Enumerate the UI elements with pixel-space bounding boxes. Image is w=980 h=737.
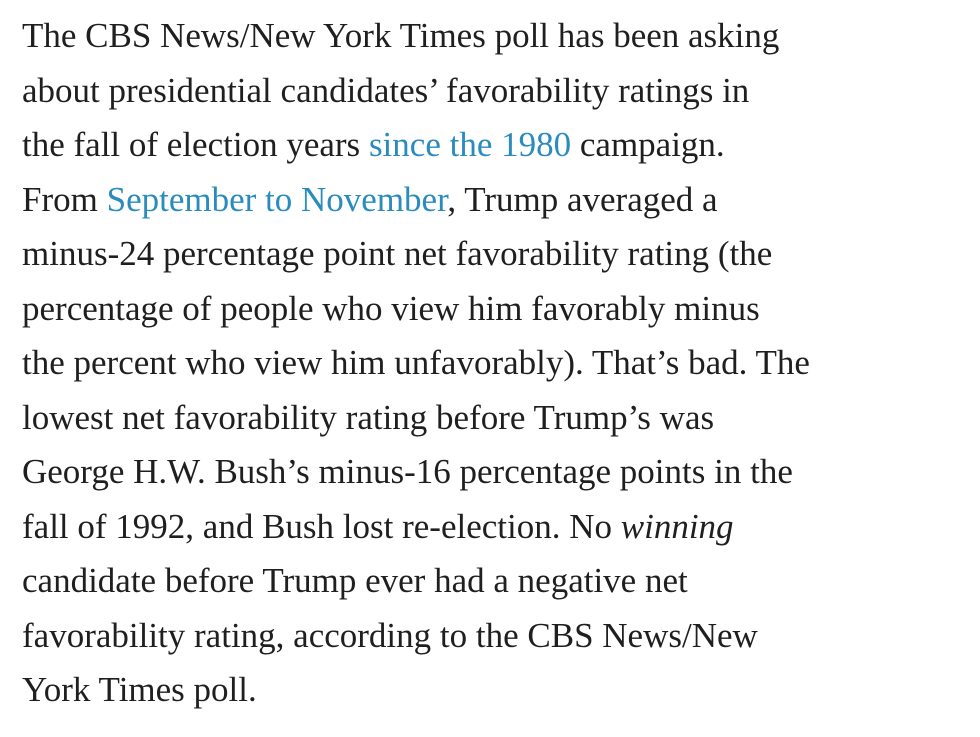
september-to-november-link[interactable]: September to November [106,179,448,219]
text: campaign. [571,125,725,164]
text: , Trump averaged a [447,179,718,219]
text-line: The CBS News/New York Times poll has bee… [22,16,780,55]
text-line: favorability rating, according to the CB… [22,615,758,655]
text-line: the fall of election years since the 198… [22,118,810,173]
text-line: candidate before Trump ever had a negati… [22,561,688,600]
text-line: fall of 1992, and Bush lost re-election.… [22,500,810,555]
text-line: lowest net favorability rating before Tr… [22,397,715,437]
text-line: the percent who view him unfavorably). T… [22,343,810,382]
text-line: minus-24 percentage point net favorabili… [22,234,773,273]
text-line: From September to November, Trump averag… [22,173,810,228]
text: fall of 1992, and Bush lost re-election.… [22,506,621,546]
text-line: percentage of people who view him favora… [22,288,760,328]
article-paragraph: The CBS News/New York Times poll has bee… [22,9,810,718]
emphasis-winning: winning [620,506,734,546]
text: From [22,179,107,219]
text-line: York Times poll. [22,670,257,709]
text-line: George H.W. Bush’s minus-16 percentage p… [22,452,793,491]
text: the fall of election years [22,125,369,164]
since-1980-link[interactable]: since the 1980 [368,125,572,164]
text-line: about presidential candidates’ favorabil… [22,70,750,110]
